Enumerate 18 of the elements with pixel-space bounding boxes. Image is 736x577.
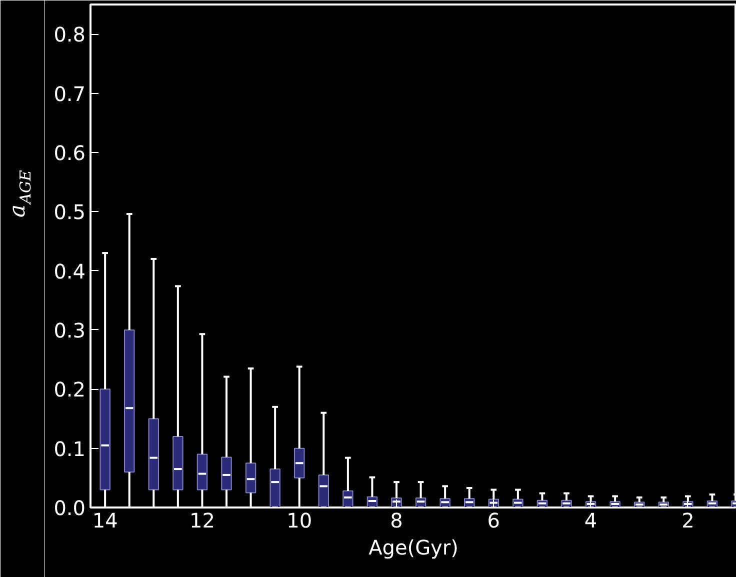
y-tick-label: 0.8	[54, 22, 86, 47]
x-tick-label: 8	[390, 508, 403, 532]
x-tick-label: 12	[189, 508, 215, 532]
x-axis-title: Age(Gyr)	[368, 536, 458, 560]
y-tick-label: 0.6	[54, 140, 86, 165]
y-tick-label: 0.4	[54, 259, 86, 284]
y-tick-label: 0.5	[54, 200, 86, 224]
x-tick-label: 14	[92, 508, 118, 532]
x-tick-label: 6	[487, 508, 500, 532]
x-tick-label: 10	[286, 508, 312, 532]
y-tick-label: 0.3	[54, 318, 86, 342]
y-tick-label: 0.1	[54, 436, 86, 461]
y-axis-title: aAGE	[6, 170, 34, 218]
x-tick-label: 2	[682, 508, 694, 532]
y-tick-label: 0.2	[54, 378, 86, 402]
x-tick-label: 4	[584, 508, 598, 532]
y-tick-label: 0.7	[54, 82, 86, 106]
y-tick-label: 0.0	[54, 496, 86, 520]
